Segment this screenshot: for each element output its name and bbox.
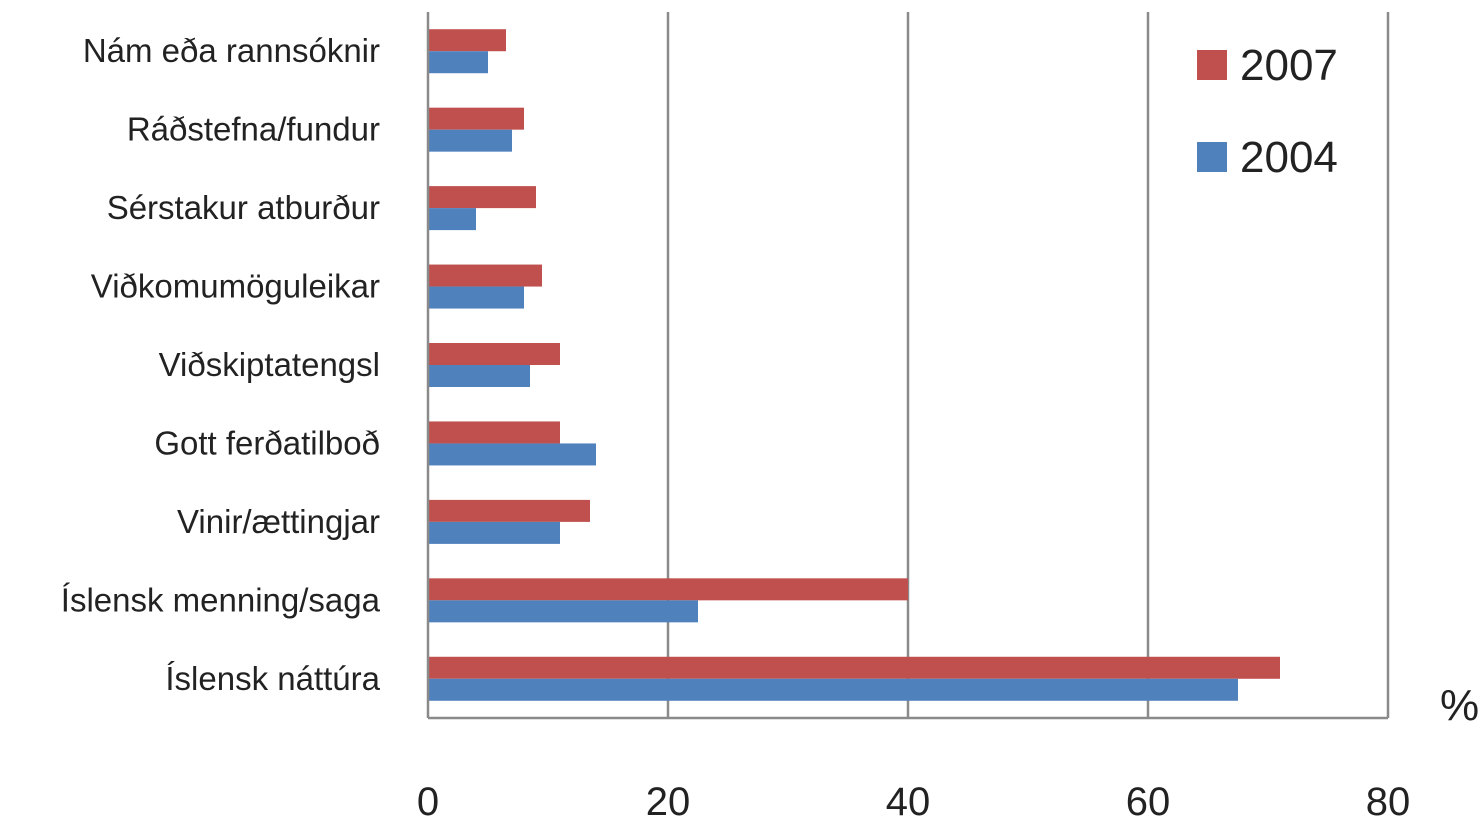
category-label: Viðkomumöguleikar [91,268,380,305]
x-tick-label: 80 [1366,780,1411,822]
category-label: Gott ferðatilboð [154,424,380,461]
x-tick-label: 60 [1126,780,1171,822]
x-tick-labels: 0 20 40 60 80 [417,780,1410,822]
legend-label-2007: 2007 [1240,41,1338,90]
legend-swatch-2007 [1197,50,1227,80]
category-label: Íslensk náttúra [165,660,380,697]
category-label: Íslensk menning/saga [61,581,381,618]
category-labels: Nám eða rannsóknir Ráðstefna/fundur Sérsta… [61,32,381,697]
legend: 2007 2004 [1197,41,1338,182]
axes [426,12,1388,720]
bar-2004 [428,443,596,466]
bar-2004 [428,208,476,231]
bar-2004 [428,600,698,623]
bar-2007 [428,656,1280,679]
bar-2007 [428,421,560,444]
bars [428,29,1280,701]
category-label: Nám eða rannsóknir [83,32,380,69]
x-axis-unit-label: % [1440,681,1479,730]
bar-2004 [428,521,560,544]
category-label: Viðskiptatengsl [159,346,380,383]
bar-2004 [428,129,512,152]
x-tick-label: 40 [886,780,931,822]
bar-2007 [428,107,524,130]
category-label: Vinir/ættingjar [177,503,380,540]
category-label: Sérstakur atburður [107,189,380,226]
bar-2007 [428,264,542,287]
bar-2004 [428,678,1238,701]
bar-2004 [428,51,488,74]
bar-2007 [428,578,908,601]
x-tick-label: 20 [646,780,691,822]
legend-swatch-2004 [1197,142,1227,172]
x-tick-label: 0 [417,780,439,822]
bar-2004 [428,365,530,387]
legend-label-2004: 2004 [1240,133,1338,182]
bar-2007 [428,343,560,365]
bar-2004 [428,286,524,309]
gridlines [666,12,1390,718]
bar-2007 [428,186,536,209]
category-label: Ráðstefna/fundur [127,111,380,148]
bar-2007 [428,29,506,52]
bar-2007 [428,499,590,522]
